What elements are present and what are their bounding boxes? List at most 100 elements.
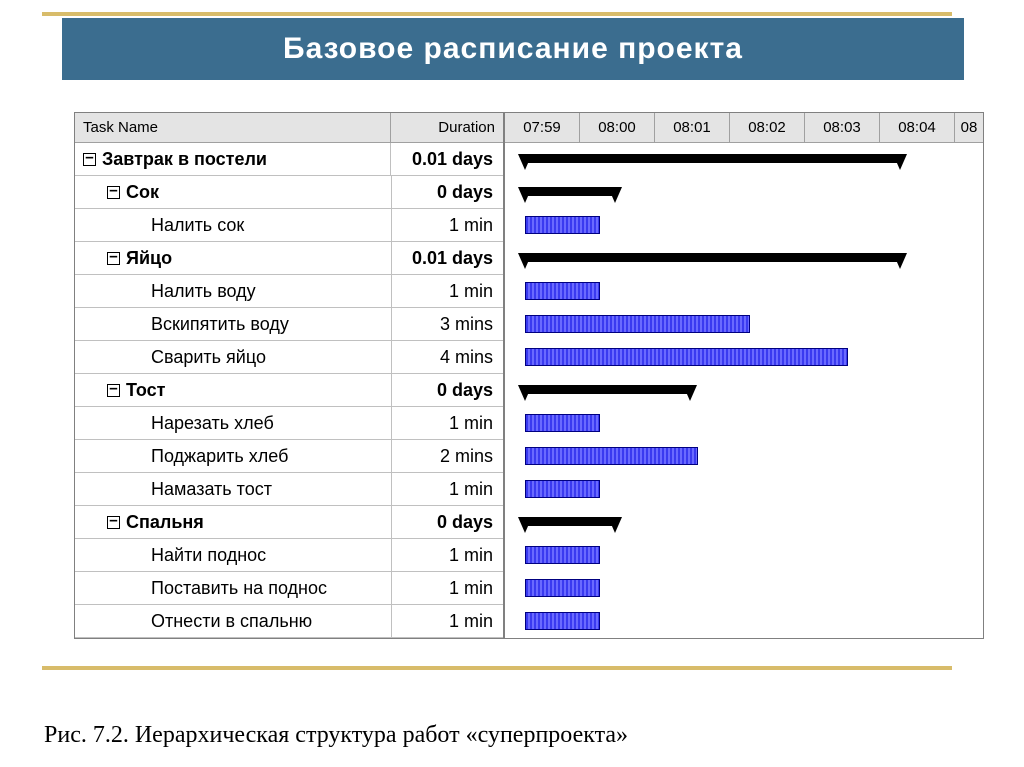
task-duration-cell[interactable]: 1 min — [392, 209, 503, 241]
task-duration-cell[interactable]: 0.01 days — [391, 143, 503, 175]
summary-bar[interactable] — [525, 187, 615, 196]
summary-bar[interactable] — [525, 385, 690, 394]
task-duration-cell[interactable]: 0.01 days — [392, 242, 504, 274]
task-name-label: Налить сок — [151, 215, 244, 236]
task-name-label: Сварить яйцо — [151, 347, 266, 368]
task-pane: Task Name Duration −Завтрак в постели0.0… — [75, 113, 505, 638]
task-row[interactable]: Поджарить хлеб 2 mins — [75, 440, 503, 473]
chart-row — [505, 341, 983, 374]
task-name-cell[interactable]: Нарезать хлеб — [75, 407, 392, 439]
chart-row — [505, 143, 983, 176]
task-row[interactable]: Сварить яйцо 4 mins — [75, 341, 503, 374]
chart-row — [505, 473, 983, 506]
collapse-toggle-icon[interactable]: − — [107, 384, 120, 397]
chart-row — [505, 539, 983, 572]
task-row[interactable]: −Сок0 days — [75, 176, 503, 209]
task-duration-cell[interactable]: 0 days — [392, 374, 504, 406]
task-name-cell[interactable]: Поставить на поднос — [75, 572, 392, 604]
task-row[interactable]: Отнести в спальню1 min — [75, 605, 503, 638]
summary-bar[interactable] — [525, 517, 615, 526]
task-bar[interactable] — [525, 447, 698, 465]
summary-bar[interactable] — [525, 154, 900, 163]
chart-row — [505, 374, 983, 407]
task-duration-cell[interactable]: 3 mins — [392, 308, 503, 340]
column-header-task[interactable]: Task Name — [75, 113, 391, 142]
task-name-cell[interactable]: Сварить яйцо — [75, 341, 392, 373]
chart-row — [505, 275, 983, 308]
task-row[interactable]: Поставить на поднос 1 min — [75, 572, 503, 605]
task-duration-cell[interactable]: 1 min — [392, 275, 503, 307]
task-row[interactable]: Найти поднос1 min — [75, 539, 503, 572]
chart-body — [505, 143, 983, 638]
task-name-cell[interactable]: −Тост — [75, 374, 392, 406]
chart-row — [505, 506, 983, 539]
task-row[interactable]: −Тост0 days — [75, 374, 503, 407]
task-name-cell[interactable]: Намазать тост — [75, 473, 392, 505]
task-row[interactable]: −Спальня0 days — [75, 506, 503, 539]
task-bar[interactable] — [525, 546, 600, 564]
task-name-label: Спальня — [126, 512, 204, 533]
task-duration-cell[interactable]: 2 mins — [392, 440, 503, 472]
task-duration-cell[interactable]: 1 min — [392, 473, 503, 505]
task-duration-cell[interactable]: 1 min — [392, 407, 503, 439]
timeline-tick: 08 — [955, 113, 983, 142]
chart-row — [505, 308, 983, 341]
task-row[interactable]: −Яйцо0.01 days — [75, 242, 503, 275]
task-duration-cell[interactable]: 1 min — [392, 605, 503, 637]
task-bar[interactable] — [525, 579, 600, 597]
task-name-label: Поджарить хлеб — [151, 446, 288, 467]
chart-row — [505, 572, 983, 605]
task-duration-cell[interactable]: 0 days — [392, 176, 504, 208]
task-name-label: Тост — [126, 380, 165, 401]
task-duration-cell[interactable]: 1 min — [392, 539, 503, 571]
task-name-label: Намазать тост — [151, 479, 272, 500]
collapse-toggle-icon[interactable]: − — [107, 516, 120, 529]
chart-row — [505, 605, 983, 638]
task-name-cell[interactable]: Налить воду — [75, 275, 392, 307]
task-bar[interactable] — [525, 480, 600, 498]
timeline-header: 07:5908:0008:0108:0208:0308:0408 — [505, 113, 983, 143]
chart-row — [505, 440, 983, 473]
task-name-label: Яйцо — [126, 248, 172, 269]
column-header-duration[interactable]: Duration — [391, 113, 503, 142]
task-bar[interactable] — [525, 282, 600, 300]
task-bar[interactable] — [525, 216, 600, 234]
task-duration-cell[interactable]: 4 mins — [392, 341, 503, 373]
task-bar[interactable] — [525, 612, 600, 630]
collapse-toggle-icon[interactable]: − — [107, 186, 120, 199]
task-bar[interactable] — [525, 414, 600, 432]
task-bar[interactable] — [525, 315, 750, 333]
task-row[interactable]: Налить воду 1 min — [75, 275, 503, 308]
task-name-cell[interactable]: −Сок — [75, 176, 392, 208]
task-name-cell[interactable]: Вскипятить воду — [75, 308, 392, 340]
task-row[interactable]: −Завтрак в постели0.01 days — [75, 143, 503, 176]
collapse-toggle-icon[interactable]: − — [83, 153, 96, 166]
task-duration-cell[interactable]: 0 days — [392, 506, 504, 538]
task-name-cell[interactable]: Налить сок — [75, 209, 392, 241]
task-row[interactable]: Нарезать хлеб1 min — [75, 407, 503, 440]
task-row[interactable]: Намазать тост 1 min — [75, 473, 503, 506]
chart-pane[interactable]: 07:5908:0008:0108:0208:0308:0408 — [505, 113, 983, 638]
task-row[interactable]: Налить сок 1 min — [75, 209, 503, 242]
timeline-tick: 08:04 — [880, 113, 955, 142]
summary-bar[interactable] — [525, 253, 900, 262]
task-name-label: Сок — [126, 182, 159, 203]
task-name-label: Поставить на поднос — [151, 578, 327, 599]
task-name-cell[interactable]: Отнести в спальню — [75, 605, 392, 637]
collapse-toggle-icon[interactable]: − — [107, 252, 120, 265]
slide-title: Базовое расписание проекта — [62, 18, 964, 80]
task-bar[interactable] — [525, 348, 848, 366]
task-row[interactable]: Вскипятить воду3 mins — [75, 308, 503, 341]
timeline-tick: 08:01 — [655, 113, 730, 142]
timeline-tick: 08:00 — [580, 113, 655, 142]
timeline-tick: 08:02 — [730, 113, 805, 142]
task-name-cell[interactable]: Поджарить хлеб — [75, 440, 392, 472]
task-name-cell[interactable]: −Завтрак в постели — [75, 143, 391, 175]
task-name-cell[interactable]: −Спальня — [75, 506, 392, 538]
task-name-cell[interactable]: Найти поднос — [75, 539, 392, 571]
task-duration-cell[interactable]: 1 min — [392, 572, 503, 604]
gantt-chart: Task Name Duration −Завтрак в постели0.0… — [74, 112, 984, 639]
task-name-cell[interactable]: −Яйцо — [75, 242, 392, 274]
chart-row — [505, 209, 983, 242]
task-name-label: Налить воду — [151, 281, 256, 302]
